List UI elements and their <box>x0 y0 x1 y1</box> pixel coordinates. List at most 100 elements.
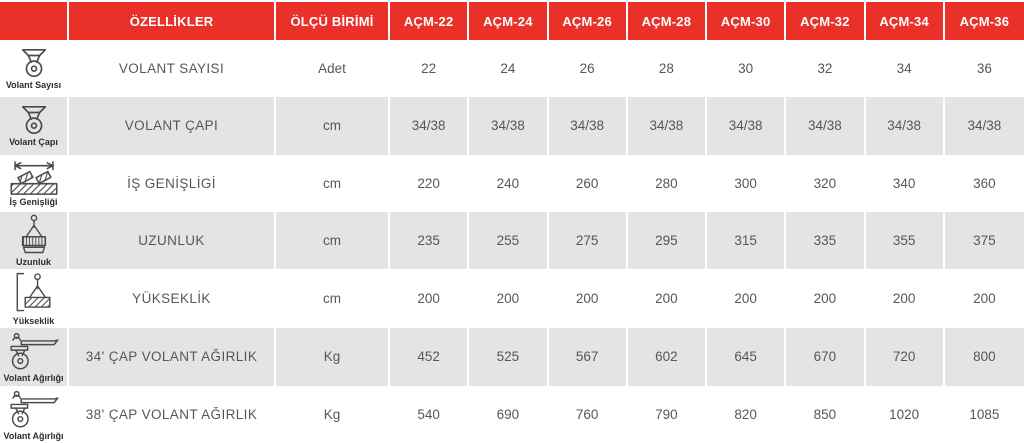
icon-cell: Volant Çapı <box>0 97 69 155</box>
value-cell: 34/38 <box>390 97 470 155</box>
header-cell-model: AÇM-32 <box>786 0 866 40</box>
header-cell-model: AÇM-36 <box>944 0 1024 40</box>
unit-cell: cm <box>276 154 390 212</box>
icon-cell: Uzunluk <box>0 211 69 270</box>
table-row: Volant Ağırlığı 38' ÇAP VOLANT AĞIRLIK K… <box>0 385 1024 443</box>
value-cell: 340 <box>865 154 945 212</box>
table-row: Volant Sayısı VOLANT SAYISI Adet 22 24 2… <box>0 40 1024 98</box>
value-cell: 34/38 <box>865 97 945 155</box>
value-cell: 34/38 <box>944 97 1024 155</box>
value-cell: 200 <box>627 269 707 329</box>
value-cell: 28 <box>627 40 707 98</box>
value-cell: 34 <box>865 40 945 98</box>
value-cell: 200 <box>707 269 787 329</box>
caster-wheel-icon <box>14 104 54 136</box>
value-cell: 200 <box>548 269 628 329</box>
header-cell-model: AÇM-28 <box>627 0 707 40</box>
feature-cell: İŞ GENİŞLİGİ <box>69 154 276 212</box>
value-cell: 200 <box>469 269 549 329</box>
value-cell: 220 <box>390 154 470 212</box>
unit-cell: cm <box>276 97 390 155</box>
length-icon <box>16 214 52 256</box>
value-cell: 295 <box>627 211 707 270</box>
icon-cell: Volant Ağırlığı <box>0 385 69 443</box>
value-cell: 335 <box>786 211 866 270</box>
feature-cell: VOLANT ÇAPI <box>69 97 276 155</box>
caster-wheel-icon <box>14 47 54 79</box>
unit-cell: cm <box>276 269 390 329</box>
value-cell: 320 <box>786 154 866 212</box>
value-cell: 30 <box>707 40 787 98</box>
header-cell-model: AÇM-24 <box>469 0 549 40</box>
value-cell: 280 <box>627 154 707 212</box>
value-cell: 315 <box>707 211 787 270</box>
value-cell: 34/38 <box>627 97 707 155</box>
value-cell: 260 <box>548 154 628 212</box>
value-cell: 645 <box>707 328 787 386</box>
value-cell: 800 <box>944 328 1024 386</box>
value-cell: 720 <box>865 328 945 386</box>
table-row: Uzunluk UZUNLUK cm 235 255 275 295 315 3… <box>0 211 1024 270</box>
unit-cell: cm <box>276 211 390 270</box>
value-cell: 32 <box>786 40 866 98</box>
value-cell: 540 <box>390 385 470 443</box>
value-cell: 360 <box>944 154 1024 212</box>
value-cell: 567 <box>548 328 628 386</box>
feature-cell: YÜKSEKLİK <box>69 269 276 329</box>
value-cell: 200 <box>390 269 470 329</box>
feature-cell: 38' ÇAP VOLANT AĞIRLIK <box>69 385 276 443</box>
value-cell: 1085 <box>944 385 1024 443</box>
table-row: Yükseklik YÜKSEKLİK cm 200 200 200 200 2… <box>0 269 1024 329</box>
flywheel-weight-icon <box>7 330 61 372</box>
icon-caption: İş Genişliği <box>9 196 58 207</box>
icon-caption: Yükseklik <box>12 316 55 327</box>
value-cell: 850 <box>786 385 866 443</box>
value-cell: 235 <box>390 211 470 270</box>
icon-caption: Volant Ağırlığı <box>3 373 64 384</box>
feature-cell: UZUNLUK <box>69 211 276 270</box>
value-cell: 24 <box>469 40 549 98</box>
value-cell: 200 <box>865 269 945 329</box>
header-cell-icon-spacer <box>0 0 69 40</box>
table-row: İş Genişliği İŞ GENİŞLİGİ cm 220 240 260… <box>0 154 1024 212</box>
icon-cell: Volant Sayısı <box>0 40 69 98</box>
value-cell: 525 <box>469 328 549 386</box>
value-cell: 34/38 <box>707 97 787 155</box>
value-cell: 355 <box>865 211 945 270</box>
value-cell: 790 <box>627 385 707 443</box>
value-cell: 22 <box>390 40 470 98</box>
flywheel-weight-icon <box>7 388 61 430</box>
value-cell: 200 <box>786 269 866 329</box>
header-cell-unit: ÖLÇÜ BİRİMİ <box>276 0 390 40</box>
value-cell: 820 <box>707 385 787 443</box>
header-cell-model: AÇM-26 <box>548 0 628 40</box>
feature-cell: 34' ÇAP VOLANT AĞIRLIK <box>69 328 276 386</box>
value-cell: 1020 <box>865 385 945 443</box>
value-cell: 240 <box>469 154 549 212</box>
unit-cell: Kg <box>276 328 390 386</box>
icon-cell: Volant Ağırlığı <box>0 328 69 386</box>
value-cell: 760 <box>548 385 628 443</box>
value-cell: 300 <box>707 154 787 212</box>
unit-cell: Adet <box>276 40 390 98</box>
table-row: Volant Ağırlığı 34' ÇAP VOLANT AĞIRLIK K… <box>0 328 1024 386</box>
value-cell: 670 <box>786 328 866 386</box>
unit-cell: Kg <box>276 385 390 443</box>
value-cell: 375 <box>944 211 1024 270</box>
icon-caption: Volant Ağırlığı <box>3 430 64 441</box>
value-cell: 34/38 <box>786 97 866 155</box>
icon-caption: Volant Sayısı <box>5 80 62 91</box>
value-cell: 602 <box>627 328 707 386</box>
icon-caption: Volant Çapı <box>9 137 58 148</box>
header-cell-model: AÇM-22 <box>390 0 470 40</box>
value-cell: 275 <box>548 211 628 270</box>
header-cell-model: AÇM-34 <box>865 0 945 40</box>
header-cell-model: AÇM-30 <box>707 0 787 40</box>
table-row: Volant Çapı VOLANT ÇAPI cm 34/38 34/38 3… <box>0 97 1024 155</box>
height-icon <box>13 271 55 315</box>
value-cell: 255 <box>469 211 549 270</box>
value-cell: 34/38 <box>469 97 549 155</box>
icon-cell: İş Genişliği <box>0 154 69 212</box>
value-cell: 200 <box>944 269 1024 329</box>
